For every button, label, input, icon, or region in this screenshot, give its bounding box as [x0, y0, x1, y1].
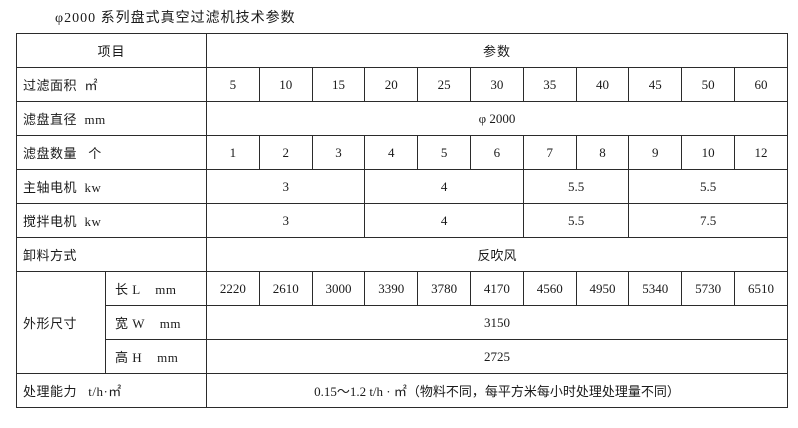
- spec-table: 项目 参数 过滤面积 ㎡ 5 10 15 20 25 30 35 40 45 5…: [15, 33, 788, 408]
- value-cell: 10: [681, 135, 735, 170]
- row-label-dimensions: 外形尺寸: [16, 271, 106, 374]
- row-label-disc-count: 滤盘数量 个: [15, 135, 208, 170]
- table-row-dim-length: 外形尺寸 长 L mm 2220 2610 3000 3390 3780 417…: [16, 271, 788, 374]
- value-cell: 8: [575, 135, 630, 170]
- table-row-agitator-motor: 搅拌电机 kw 3 4 5.5 7.5: [15, 203, 788, 238]
- value-cell: 5.5: [628, 169, 788, 204]
- value-cell: 5730: [681, 271, 735, 306]
- row-label-agitator-motor: 搅拌电机 kw: [15, 203, 208, 238]
- value-cell-height: 2725: [206, 339, 788, 374]
- value-cell: 3: [206, 203, 366, 238]
- row-sublabel-length: 长 L mm: [104, 271, 208, 306]
- value-cell: 3: [311, 135, 366, 170]
- table-row-disc-count: 滤盘数量 个 1 2 3 4 5 6 7 8 9 10 12: [15, 135, 788, 170]
- value-cell: 15: [311, 67, 366, 102]
- value-cell: 50: [681, 67, 735, 102]
- row-label-main-motor: 主轴电机 kw: [15, 169, 208, 204]
- value-cell: 4: [364, 135, 419, 170]
- value-cell-discharge: 反吹风: [206, 237, 788, 272]
- value-cell: 3780: [417, 271, 471, 306]
- value-cell: 5: [206, 67, 260, 102]
- row-label-filter-area: 过滤面积 ㎡: [15, 67, 208, 102]
- value-cell: 4: [364, 203, 524, 238]
- value-cell: 35: [522, 67, 577, 102]
- value-cell: 5340: [628, 271, 683, 306]
- table-row-discharge: 卸料方式 反吹风: [15, 237, 788, 272]
- value-cell: 5.5: [522, 203, 630, 238]
- value-cell: 7: [522, 135, 577, 170]
- value-cell: 4950: [575, 271, 630, 306]
- table-row-header: 项目 参数: [15, 33, 788, 68]
- row-label-discharge: 卸料方式: [15, 237, 208, 272]
- value-cell: 2: [258, 135, 313, 170]
- value-cell: 3390: [364, 271, 419, 306]
- table-row-dim-height: 高 H mm 2725: [17, 339, 788, 374]
- table-row-dim-width: 宽 W mm 3150: [17, 305, 788, 340]
- value-cell: 30: [470, 67, 524, 102]
- value-cell: 12: [733, 135, 788, 170]
- row-sublabel-width: 宽 W mm: [104, 305, 208, 340]
- value-cell: 2610: [258, 271, 313, 306]
- value-cell: 3: [206, 169, 366, 204]
- value-cell: 3000: [311, 271, 366, 306]
- table-row-filter-area: 过滤面积 ㎡ 5 10 15 20 25 30 35 40 45 50 60: [15, 67, 788, 102]
- value-cell: 9: [628, 135, 683, 170]
- header-params-cell: 参数: [206, 33, 788, 68]
- value-cell: 40: [575, 67, 630, 102]
- value-cell: 4170: [470, 271, 524, 306]
- value-cell: 20: [364, 67, 419, 102]
- value-cell: 7.5: [628, 203, 788, 238]
- value-cell: 5: [417, 135, 471, 170]
- value-cell: 4: [364, 169, 524, 204]
- value-cell-width: 3150: [206, 305, 788, 340]
- value-cell: 10: [258, 67, 313, 102]
- row-label-capacity: 处理能力 t/h·㎡: [15, 373, 208, 408]
- value-cell-capacity: 0.15～1.2 t/h · ㎡（物料不同，每平方米每小时处理处理量不同）: [206, 373, 788, 408]
- table-row-disc-diameter: 滤盘直径 mm φ 2000: [15, 101, 788, 136]
- table-row-main-motor: 主轴电机 kw 3 4 5.5 5.5: [15, 169, 788, 204]
- value-cell: 45: [628, 67, 683, 102]
- table-row-capacity: 处理能力 t/h·㎡ 0.15～1.2 t/h · ㎡（物料不同，每平方米每小时…: [15, 373, 788, 408]
- value-cell: 5.5: [522, 169, 630, 204]
- value-cell: 6510: [733, 271, 788, 306]
- value-cell: 25: [417, 67, 471, 102]
- value-cell: 4560: [522, 271, 577, 306]
- value-cell: 1: [206, 135, 260, 170]
- value-cell: 6: [470, 135, 524, 170]
- row-label-disc-diameter: 滤盘直径 mm: [15, 101, 208, 136]
- value-cell-disc-diameter: φ 2000: [206, 101, 788, 136]
- value-cell: 2220: [206, 271, 260, 306]
- page-title: φ2000 系列盘式真空过滤机技术参数: [55, 11, 296, 26]
- row-sublabel-height: 高 H mm: [104, 339, 208, 374]
- header-item-cell: 项目: [15, 33, 208, 68]
- value-cell: 60: [733, 67, 788, 102]
